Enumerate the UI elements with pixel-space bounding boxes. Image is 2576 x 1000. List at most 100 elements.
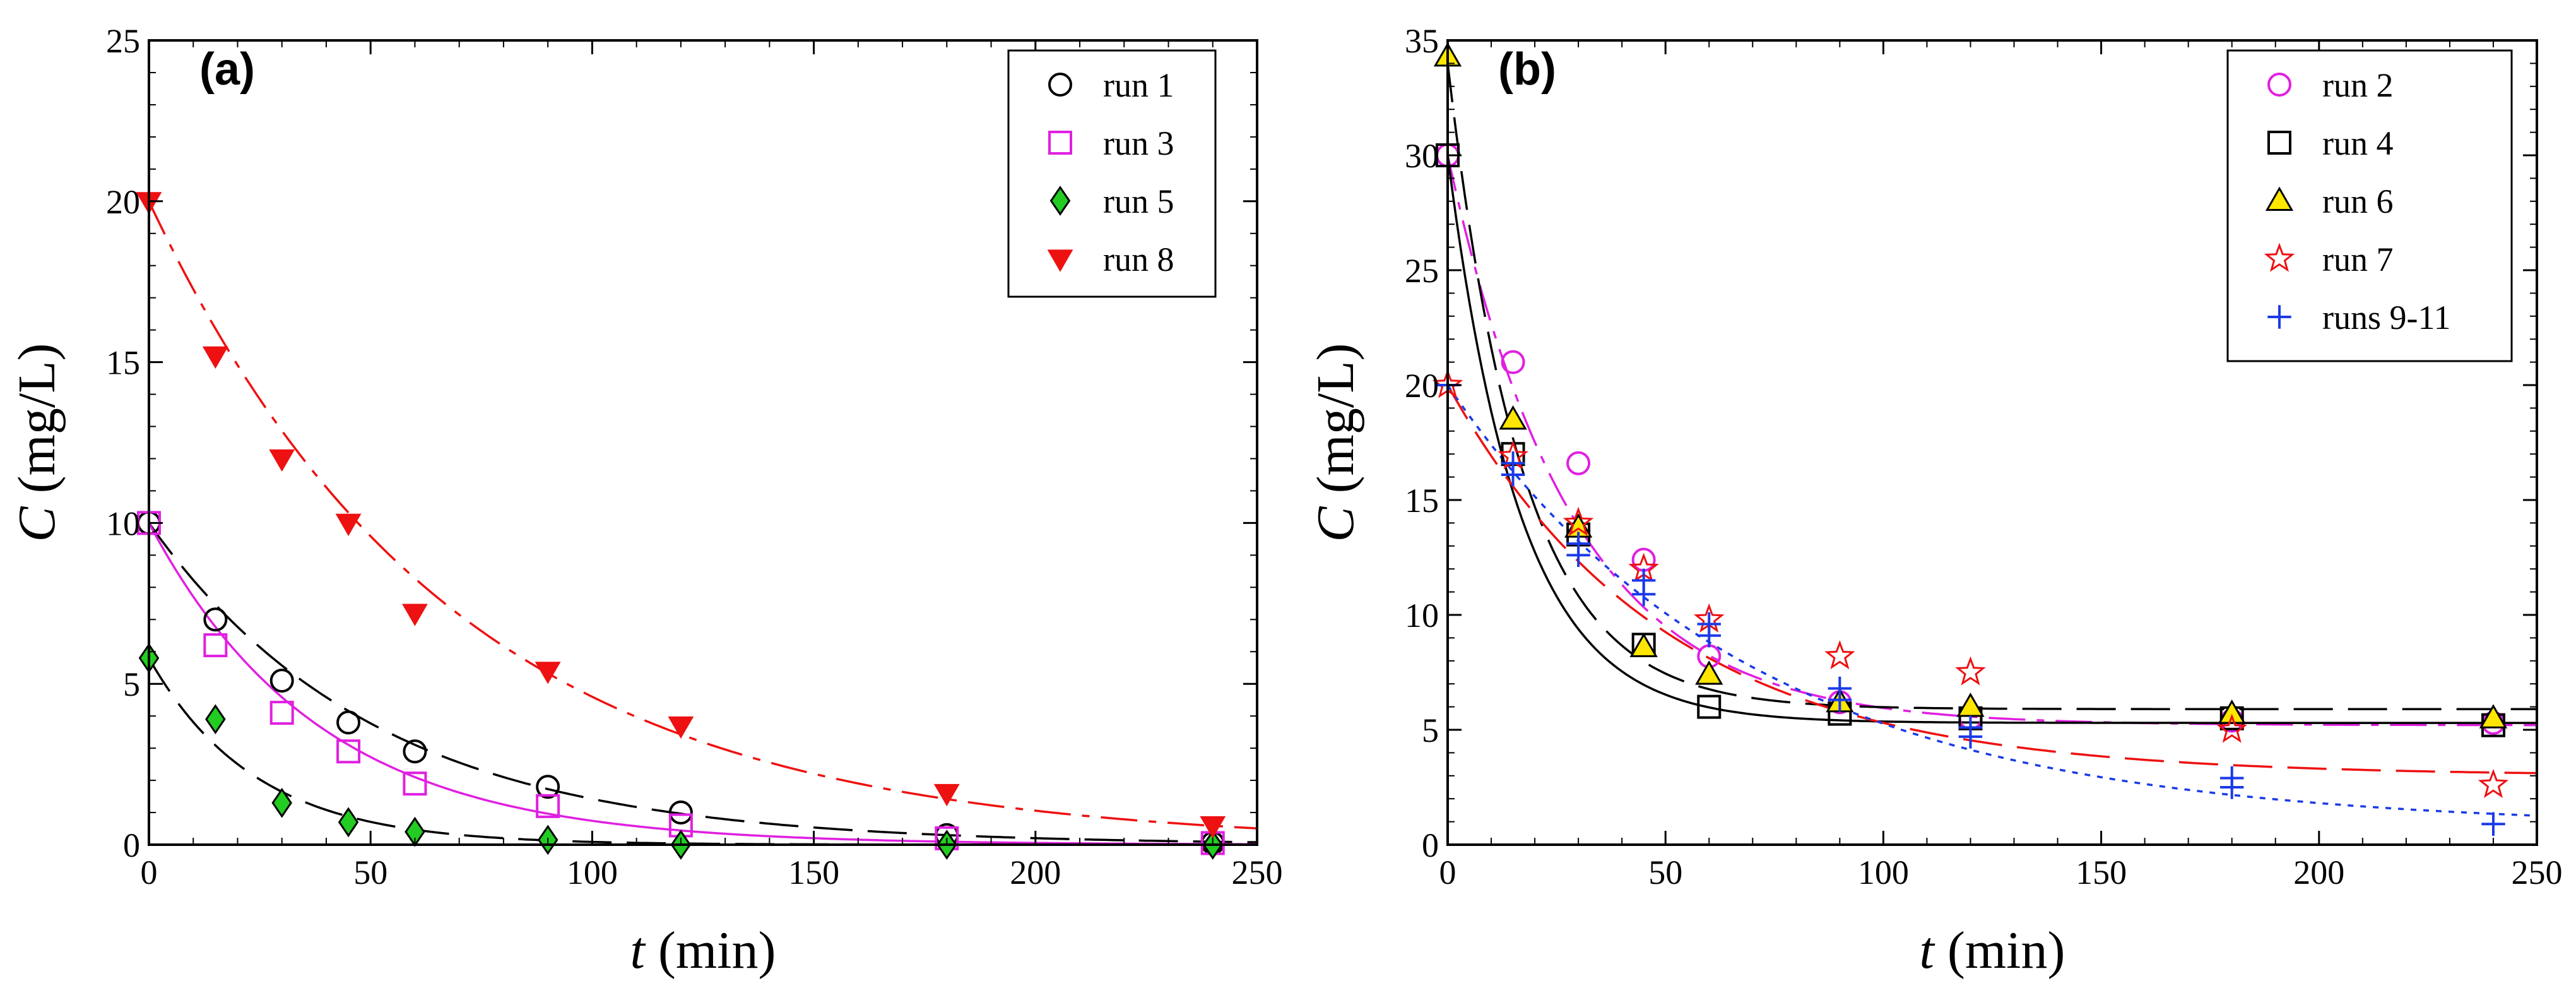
x-axis-label: t (min) <box>1920 921 2065 980</box>
y-axis-label-unit: (mg/L) <box>1306 343 1365 507</box>
data-point-run-7-8 <box>2478 768 2509 799</box>
data-point-run-5-1 <box>205 704 226 735</box>
data-point-run-2-2 <box>1566 451 1591 475</box>
x-axis-label-unit: (min) <box>1934 921 2065 980</box>
data-point-run-1-2 <box>269 669 294 693</box>
data-point-run-8-4 <box>402 604 428 626</box>
data-point-run-7-7 <box>2216 713 2247 743</box>
data-point-runs-9-11-2 <box>1501 463 1525 487</box>
legend-marker-run-3 <box>1048 131 1072 155</box>
x-tick-label-5: 250 <box>2512 854 2563 891</box>
data-point-run-6-1 <box>1499 405 1527 430</box>
y-tick-label-1: 5 <box>123 665 140 703</box>
data-point-run-8-2 <box>269 449 295 472</box>
data-point-run-7-2 <box>1563 506 1594 537</box>
data-point-run-3-5 <box>536 794 560 818</box>
data-point-run-3-2 <box>269 701 294 725</box>
y-tick-label-3: 15 <box>1405 482 1439 520</box>
legend-box <box>1007 49 1217 298</box>
y-tick-label-5: 25 <box>1405 252 1439 290</box>
data-point-run-4-4 <box>1697 694 1722 719</box>
data-point-run-1-4 <box>403 739 427 764</box>
panel-label: (a) <box>199 44 255 95</box>
data-point-run-8-1 <box>202 346 228 369</box>
y-tick-label-0: 0 <box>123 826 140 864</box>
y-tick-label-2: 10 <box>1405 597 1439 634</box>
x-axis-label: t (min) <box>630 921 776 980</box>
legend-label-run-1: run 1 <box>1103 66 1174 104</box>
axes-frame <box>148 39 1258 846</box>
data-point-run-6-3 <box>1629 633 1658 657</box>
legend-marker-run-6 <box>2265 186 2294 211</box>
legend-label-run-4: run 4 <box>2322 124 2393 162</box>
axes-frame <box>1446 39 2538 846</box>
legend-marker-run-8 <box>1047 249 1073 272</box>
fit-curve-runs-9-11 <box>1448 384 2537 817</box>
x-tick-label-5: 250 <box>1232 854 1283 891</box>
panel-a-chart: 0 50 100 150 200 250 0 5 10 15 20 25 t (min) C (mg/L)… <box>8 22 1283 980</box>
data-point-runs-9-11-15 <box>2481 812 2505 836</box>
y-tick-label-5: 25 <box>106 22 140 60</box>
y-tick-label-4: 20 <box>106 183 140 221</box>
legend-marker-run-2 <box>2267 73 2291 97</box>
y-axis-label: C (mg/L) <box>8 343 66 542</box>
data-point-run-5-3 <box>338 807 359 838</box>
x-tick-label-3: 150 <box>788 854 839 891</box>
legend-label-run-2: run 2 <box>2322 66 2393 104</box>
fit-curve-run-6 <box>1448 63 2537 710</box>
y-tick-label-4: 20 <box>1405 367 1439 405</box>
legend-label-runs-9-11: runs 9-11 <box>2322 299 2450 336</box>
data-point-runs-9-11-10 <box>1828 688 1852 712</box>
legend-label-run-6: run 6 <box>2322 182 2393 220</box>
x-tick-label-3: 150 <box>2076 854 2127 891</box>
x-axis-label-var: t <box>630 921 647 980</box>
fit-curve-run-8 <box>149 201 1257 830</box>
data-point-runs-9-11-12 <box>1958 725 1983 749</box>
data-point-run-8-5 <box>535 662 561 684</box>
data-point-run-1-6 <box>668 801 693 825</box>
data-point-run-3-4 <box>403 771 427 796</box>
legend: run 2 run 4 run 6 run 7 runs 9-11 <box>2226 49 2513 362</box>
x-axis-label-var: t <box>1920 921 1936 980</box>
x-tick-label-0: 0 <box>1439 854 1456 891</box>
fit-curve-run-4 <box>1448 155 2537 724</box>
legend-marker-runs-9-11 <box>2267 305 2291 329</box>
x-tick-label-1: 50 <box>1648 854 1682 891</box>
data-point-run-1-3 <box>336 710 361 735</box>
x-tick-label-2: 100 <box>567 854 618 891</box>
panel-label: (b) <box>1498 44 1556 95</box>
data-point-run-3-1 <box>203 633 228 658</box>
data-point-runs-9-11-14 <box>2220 775 2244 799</box>
data-point-run-8-3 <box>335 513 362 537</box>
data-point-run-1-5 <box>536 775 560 799</box>
legend-label-run-5: run 5 <box>1103 182 1174 220</box>
legend-label-run-3: run 3 <box>1103 124 1174 162</box>
data-point-run-8-6 <box>668 716 694 739</box>
data-point-runs-9-11-6 <box>1631 582 1656 606</box>
data-point-run-8-8 <box>1200 816 1226 839</box>
x-tick-label-4: 200 <box>2293 854 2344 891</box>
data-point-runs-9-11-8 <box>1697 624 1721 648</box>
data-point-run-6-7 <box>2218 699 2246 724</box>
y-axis-label-var: C <box>1306 506 1365 542</box>
y-axis-label-var: C <box>8 506 66 542</box>
y-axis-label: C (mg/L) <box>1306 343 1365 542</box>
data-point-run-7-5 <box>1824 640 1855 670</box>
fit-curve-run-3 <box>149 522 1257 845</box>
fit-curve-run-5 <box>149 657 1257 845</box>
fit-curve-run-1 <box>149 522 1257 843</box>
data-point-run-2-3 <box>1631 547 1656 572</box>
legend-marker-run-1 <box>1048 73 1072 97</box>
x-tick-label-1: 50 <box>353 854 387 891</box>
y-tick-label-3: 15 <box>106 344 140 382</box>
x-tick-label-0: 0 <box>141 854 158 891</box>
y-tick-label-0: 0 <box>1422 826 1439 864</box>
legend-label-run-8: run 8 <box>1103 241 1174 278</box>
fit-curve-run-2 <box>1448 155 2537 727</box>
y-tick-label-7: 35 <box>1405 22 1439 60</box>
panel-b-chart: 0 50 100 150 200 250 0 5 10 15 20 25 30 35 t (min) C (m… <box>1306 22 2563 980</box>
legend-marker-run-7 <box>2264 242 2295 272</box>
data-point-run-1-1 <box>203 607 228 632</box>
data-point-run-5-2 <box>271 787 292 818</box>
